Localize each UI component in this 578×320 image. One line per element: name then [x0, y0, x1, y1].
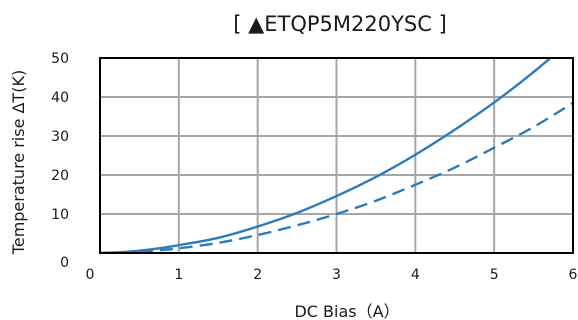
- x-tick-label: 4: [411, 267, 420, 283]
- y-tick-label: 20: [51, 168, 69, 184]
- y-tick-label: 50: [51, 51, 69, 67]
- series-line-dashed: [100, 101, 573, 253]
- x-tick-label: 3: [332, 267, 341, 283]
- x-axis-label: DC Bias（A）: [294, 302, 399, 320]
- series-line-solid: [100, 58, 553, 253]
- x-tick-labels: 0 1 2 3 4 5 6: [86, 267, 578, 283]
- x-tick-label: 1: [174, 267, 183, 283]
- y-tick-label: 30: [51, 129, 69, 145]
- series-lines: [100, 58, 573, 253]
- grid: [100, 58, 573, 253]
- y-tick-label: 40: [51, 90, 69, 106]
- x-tick-label: 2: [253, 267, 262, 283]
- x-tick-label: 5: [490, 267, 499, 283]
- chart-title: [ ▲ETQP5M220YSC ]: [233, 12, 447, 36]
- y-axis-label: Temperature rise ΔT(K): [9, 70, 28, 255]
- y-tick-labels: 0 10 20 30 40 50: [51, 51, 69, 271]
- plot-frame: [99, 57, 574, 254]
- y-tick-label: 10: [51, 207, 69, 223]
- x-tick-label: 0: [86, 267, 95, 283]
- x-tick-label: 6: [569, 267, 578, 283]
- y-tick-label: 0: [60, 255, 69, 271]
